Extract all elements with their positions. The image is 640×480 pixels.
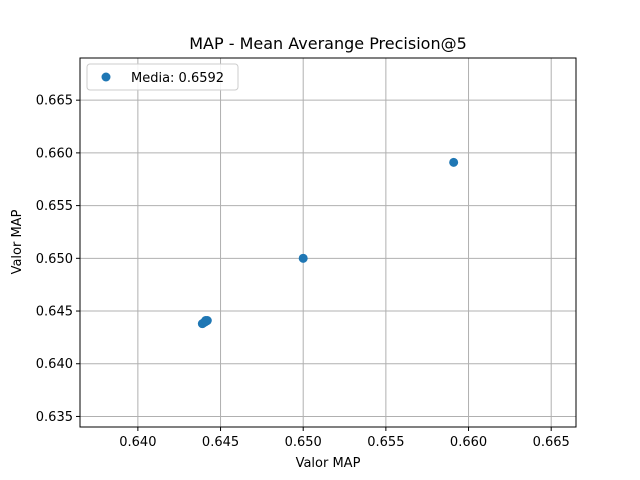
data-points xyxy=(197,157,459,329)
data-point xyxy=(298,253,308,263)
y-tick-label: 0.645 xyxy=(36,305,73,320)
data-point xyxy=(201,316,211,326)
chart-title: MAP - Mean Averange Precision@5 xyxy=(189,34,467,53)
y-tick-label: 0.640 xyxy=(36,357,73,372)
x-tick-label: 0.650 xyxy=(285,435,322,450)
x-tick-label: 0.655 xyxy=(367,435,404,450)
plot-area-frame xyxy=(79,57,577,428)
data-point xyxy=(449,157,459,167)
legend-box xyxy=(86,63,239,91)
x-tick-label: 0.660 xyxy=(450,435,487,450)
x-axis-label: Valor MAP xyxy=(296,456,361,471)
x-tick-label: 0.640 xyxy=(119,435,156,450)
y-tick-label: 0.665 xyxy=(36,94,73,109)
legend-label: Media: 0.6592 xyxy=(131,71,224,86)
x-tick-label: 0.645 xyxy=(202,435,239,450)
legend-marker xyxy=(101,72,111,82)
grid xyxy=(80,58,576,427)
y-tick-label: 0.650 xyxy=(36,252,73,267)
y-tick-label: 0.635 xyxy=(36,410,73,425)
axis-ticks: 0.640 0.645 0.650 0.655 0.660 0.665 0.635 0.640… xyxy=(36,94,570,450)
y-tick-label: 0.660 xyxy=(36,146,73,161)
y-tick-label: 0.655 xyxy=(36,199,73,214)
y-axis-label: Valor MAP xyxy=(10,209,25,274)
x-tick-label: 0.665 xyxy=(533,435,570,450)
legend: Media: 0.6592 xyxy=(86,63,239,91)
